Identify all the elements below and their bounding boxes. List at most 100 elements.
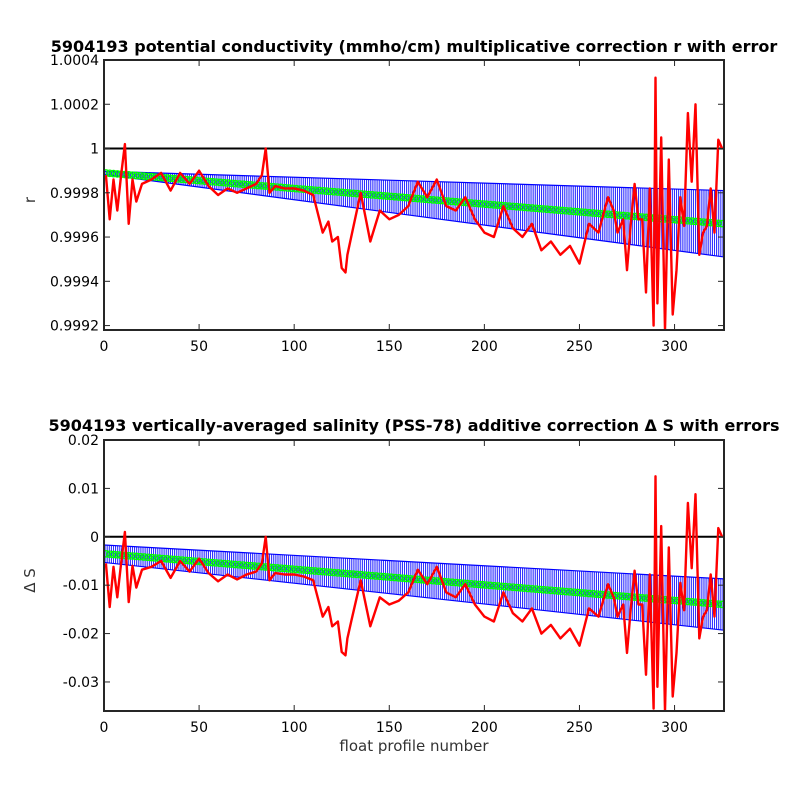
fit-point xyxy=(402,193,411,202)
fit-point xyxy=(512,202,521,211)
fit-point xyxy=(238,180,247,189)
plot-content xyxy=(104,76,724,330)
fit-point xyxy=(223,179,232,187)
fit-point xyxy=(353,570,361,579)
fit-point xyxy=(307,566,316,575)
fit-point xyxy=(539,205,548,213)
fit-point xyxy=(368,571,377,580)
fit-point xyxy=(451,197,460,206)
fit-point xyxy=(581,589,590,598)
fit-point xyxy=(543,205,551,214)
fit-point xyxy=(592,209,601,218)
series-line-0 xyxy=(104,475,724,711)
fit-point xyxy=(277,564,285,573)
fit-point xyxy=(467,579,475,588)
x-tick-label: 300 xyxy=(661,720,688,736)
fit-point xyxy=(181,175,190,184)
fit-point xyxy=(280,564,289,573)
fit-point xyxy=(227,179,236,188)
fit-point xyxy=(425,195,434,204)
fit-point xyxy=(581,208,590,217)
fit-point xyxy=(364,571,373,580)
fit-point xyxy=(216,178,224,187)
fit-point xyxy=(208,558,217,567)
fit-point xyxy=(619,592,628,601)
fit-point xyxy=(383,573,392,581)
fit-point xyxy=(284,564,293,573)
fit-point xyxy=(588,209,597,217)
fit-point xyxy=(341,569,350,578)
fit-point xyxy=(391,192,399,201)
fit-point xyxy=(341,188,350,197)
fit-point xyxy=(474,580,483,589)
x-tick-label: 300 xyxy=(661,339,688,355)
fit-point xyxy=(509,202,517,211)
fit-point xyxy=(334,188,342,196)
fit-point xyxy=(664,215,673,224)
fit-point xyxy=(398,574,407,583)
fit-point xyxy=(383,192,392,200)
fit-point xyxy=(528,204,536,212)
fit-point xyxy=(512,583,521,592)
fit-point xyxy=(235,560,243,569)
fit-point xyxy=(235,180,243,188)
fit-point xyxy=(471,199,479,208)
fit-point xyxy=(471,580,479,588)
x-axis-label: float profile number xyxy=(339,737,489,755)
fit-point xyxy=(330,568,338,577)
y-tick-label: -0.03 xyxy=(63,675,99,691)
fit-point xyxy=(448,197,456,206)
y-tick-label: 0.9992 xyxy=(50,319,99,335)
fit-point xyxy=(273,564,281,572)
chart-title: 5904193 vertically-averaged salinity (PS… xyxy=(49,416,780,435)
x-tick-label: 50 xyxy=(190,339,208,355)
fit-point xyxy=(398,193,407,202)
fit-point xyxy=(535,204,544,213)
fit-point xyxy=(539,585,548,594)
fit-point xyxy=(136,552,144,561)
fit-point xyxy=(531,585,540,593)
fit-point xyxy=(105,550,114,559)
fit-point xyxy=(569,207,578,216)
fit-point xyxy=(528,584,536,593)
fit-point xyxy=(143,553,152,562)
fit-point xyxy=(535,585,544,594)
fit-point xyxy=(242,561,251,570)
fit-point xyxy=(147,553,156,562)
fit-point xyxy=(577,208,586,216)
fit-point xyxy=(296,565,304,574)
fit-point xyxy=(592,590,601,598)
fit-point xyxy=(104,550,110,558)
fit-point xyxy=(566,588,574,596)
fit-point xyxy=(204,558,213,567)
fit-point xyxy=(330,187,338,196)
fit-point xyxy=(687,217,696,225)
fit-point xyxy=(181,556,190,565)
fit-point xyxy=(520,203,529,212)
fit-point xyxy=(596,590,605,599)
y-tick-label: -0.02 xyxy=(63,627,99,643)
error-lower-edge xyxy=(104,561,724,631)
fit-point xyxy=(269,563,278,572)
fit-point xyxy=(657,214,666,223)
fit-point xyxy=(326,187,335,196)
plot-content xyxy=(104,475,724,711)
error-lower-edge xyxy=(104,173,724,258)
x-tick-label: 250 xyxy=(566,339,593,355)
fit-point xyxy=(311,567,319,575)
y-tick-label: 0.01 xyxy=(68,481,99,497)
fit-point xyxy=(375,191,384,200)
fit-point xyxy=(151,173,160,181)
error-upper-edge xyxy=(104,170,724,192)
fit-point xyxy=(585,589,593,598)
fit-point xyxy=(364,190,373,199)
fit-point xyxy=(185,556,194,565)
fit-point xyxy=(490,581,498,590)
fit-point xyxy=(136,171,144,180)
fit-point xyxy=(299,566,308,574)
y-tick-label: 0.02 xyxy=(68,433,99,449)
y-tick-label: 0 xyxy=(90,530,99,546)
fit-point xyxy=(315,186,323,195)
x-tick-label: 200 xyxy=(471,339,498,355)
fit-point xyxy=(531,204,540,213)
